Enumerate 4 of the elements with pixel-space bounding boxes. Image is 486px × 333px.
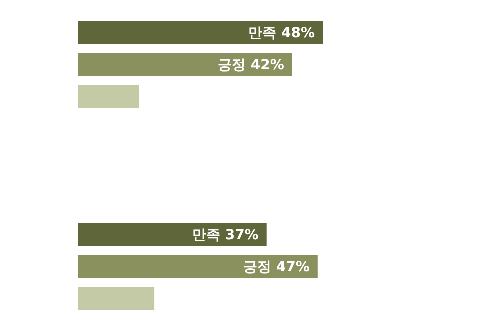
data-label: 만족 48%: [248, 26, 315, 42]
data-label: 긍정 42%: [218, 58, 284, 74]
data-label: 긍정 47%: [244, 260, 310, 276]
data-label: 만족 37%: [192, 228, 259, 244]
